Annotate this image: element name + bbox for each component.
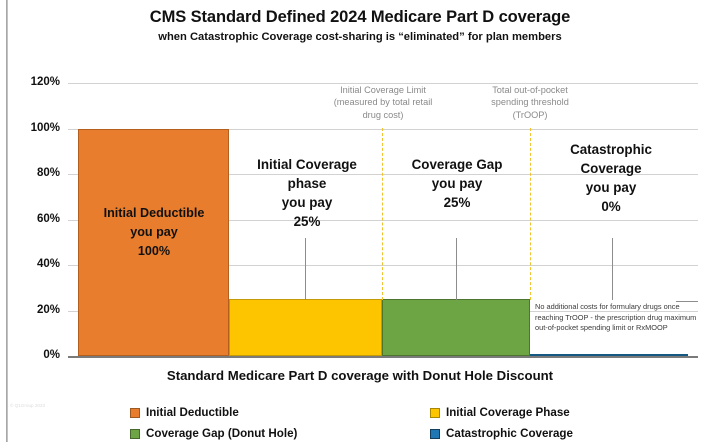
gridline-60: [68, 219, 698, 221]
ytick-label-100: 100%: [30, 121, 60, 134]
legend-item-coverage-gap[interactable]: Coverage Gap (Donut Hole): [130, 423, 430, 444]
bar-initial-coverage[interactable]: [229, 299, 382, 356]
segment-label-deduct-line2: you pay: [130, 225, 178, 239]
legend-item-catastrophic[interactable]: Catastrophic Coverage: [430, 423, 650, 444]
segment-label-initcov-line3: you pay: [281, 195, 333, 210]
annotation-icl-line1: Initial Coverage Limit: [340, 85, 426, 95]
segment-label-initcov-line1: Initial Coverage: [257, 157, 357, 172]
annotation-icl-line3: drug cost): [362, 109, 404, 120]
legend-swatch-icon-initial-coverage: [430, 407, 440, 418]
legend-label-catastrophic: Catastrophic Coverage: [446, 427, 573, 440]
segment-label-catastrophic: Catastrophic Coverage you pay 0%: [535, 140, 687, 216]
ytick-label-120: 120%: [30, 76, 60, 88]
threshold-line-troop: [530, 128, 531, 300]
segment-label-initcov-line2: phase: [287, 176, 327, 191]
annotation-initial-coverage-limit: Initial Coverage Limit (measured by tota…: [300, 84, 466, 121]
bar-catastrophic[interactable]: [530, 354, 688, 356]
ytick-label-20: 20%: [36, 303, 60, 316]
legend-swatch-icon-coverage-gap: [130, 428, 140, 439]
watermark: © Q1Group 2023: [10, 403, 46, 408]
gridline-0: [68, 356, 698, 358]
segment-label-gap-line2: you pay: [431, 176, 483, 191]
gridline-40: [68, 265, 698, 266]
chart-legend: Initial Deductible Initial Coverage Phas…: [130, 402, 650, 444]
segment-label-gap-line3: 25%: [443, 195, 471, 210]
catastrophic-note: No additional costs for formulary drugs …: [535, 302, 697, 333]
segment-label-initial-coverage: Initial Coverage phase you pay 25%: [232, 155, 382, 231]
segment-label-cat-line3: you pay: [585, 180, 637, 195]
legend-item-initial-deductible[interactable]: Initial Deductible: [130, 402, 430, 423]
segment-label-deduct-line1: Initial Deductible: [103, 206, 205, 220]
segment-label-initcov-line4: 25%: [293, 214, 321, 229]
legend-label-initial-coverage: Initial Coverage Phase: [446, 406, 570, 419]
bar-coverage-gap[interactable]: [382, 299, 530, 356]
leader-line-coverage-gap: [456, 238, 457, 300]
annotation-troop: Total out-of-pocket spending threshold (…: [457, 84, 603, 121]
gridline-120: [68, 83, 698, 84]
legend-label-coverage-gap: Coverage Gap (Donut Hole): [146, 427, 298, 440]
leader-line-catastrophic: [612, 238, 613, 300]
annotation-icl-line2: (measured by total retail: [333, 97, 433, 108]
segment-label-deduct-line3: 100%: [137, 244, 171, 258]
leader-line-catastrophic-note: [676, 301, 698, 302]
segment-label-coverage-gap: Coverage Gap you pay 25%: [383, 155, 531, 212]
plot-area: 120% 100% 80% 60% 40% 20% 0%: [31, 76, 698, 361]
gridline-100: [68, 128, 698, 130]
annotation-troop-line1: Total out-of-pocket: [492, 85, 568, 95]
legend-item-initial-coverage[interactable]: Initial Coverage Phase: [430, 402, 650, 423]
annotation-troop-line2: spending threshold: [491, 97, 569, 108]
segment-label-gap-line1: Coverage Gap: [411, 157, 503, 172]
bar-initial-deductible[interactable]: [78, 128, 229, 356]
legend-label-initial-deductible: Initial Deductible: [146, 406, 239, 419]
legend-swatch-icon-catastrophic: [430, 428, 440, 439]
chart-title: CMS Standard Defined 2024 Medicare Part …: [149, 8, 571, 26]
segment-label-initial-deductible: Initial Deductible you pay 100%: [79, 204, 229, 261]
ytick-label-40: 40%: [36, 258, 60, 270]
x-axis-label: Standard Medicare Part D coverage with D…: [166, 368, 554, 383]
segment-label-cat-line1: Catastrophic: [570, 142, 652, 157]
segment-label-cat-line4: 0%: [601, 199, 621, 214]
chart-subtitle: when Catastrophic Coverage cost-sharing …: [158, 31, 562, 43]
slide-left-border: [6, 0, 8, 442]
ytick-label-0: 0%: [43, 349, 60, 361]
leader-line-initial-coverage: [305, 238, 306, 300]
segment-label-cat-line2: Coverage: [580, 161, 642, 176]
threshold-line-initial-coverage-limit: [382, 128, 383, 300]
ytick-label-80: 80%: [36, 167, 60, 179]
ytick-label-60: 60%: [36, 212, 60, 225]
annotation-troop-line3: (TrOOP): [512, 109, 548, 120]
legend-swatch-icon-initial-deductible: [130, 407, 140, 418]
gridline-80: [68, 174, 698, 175]
